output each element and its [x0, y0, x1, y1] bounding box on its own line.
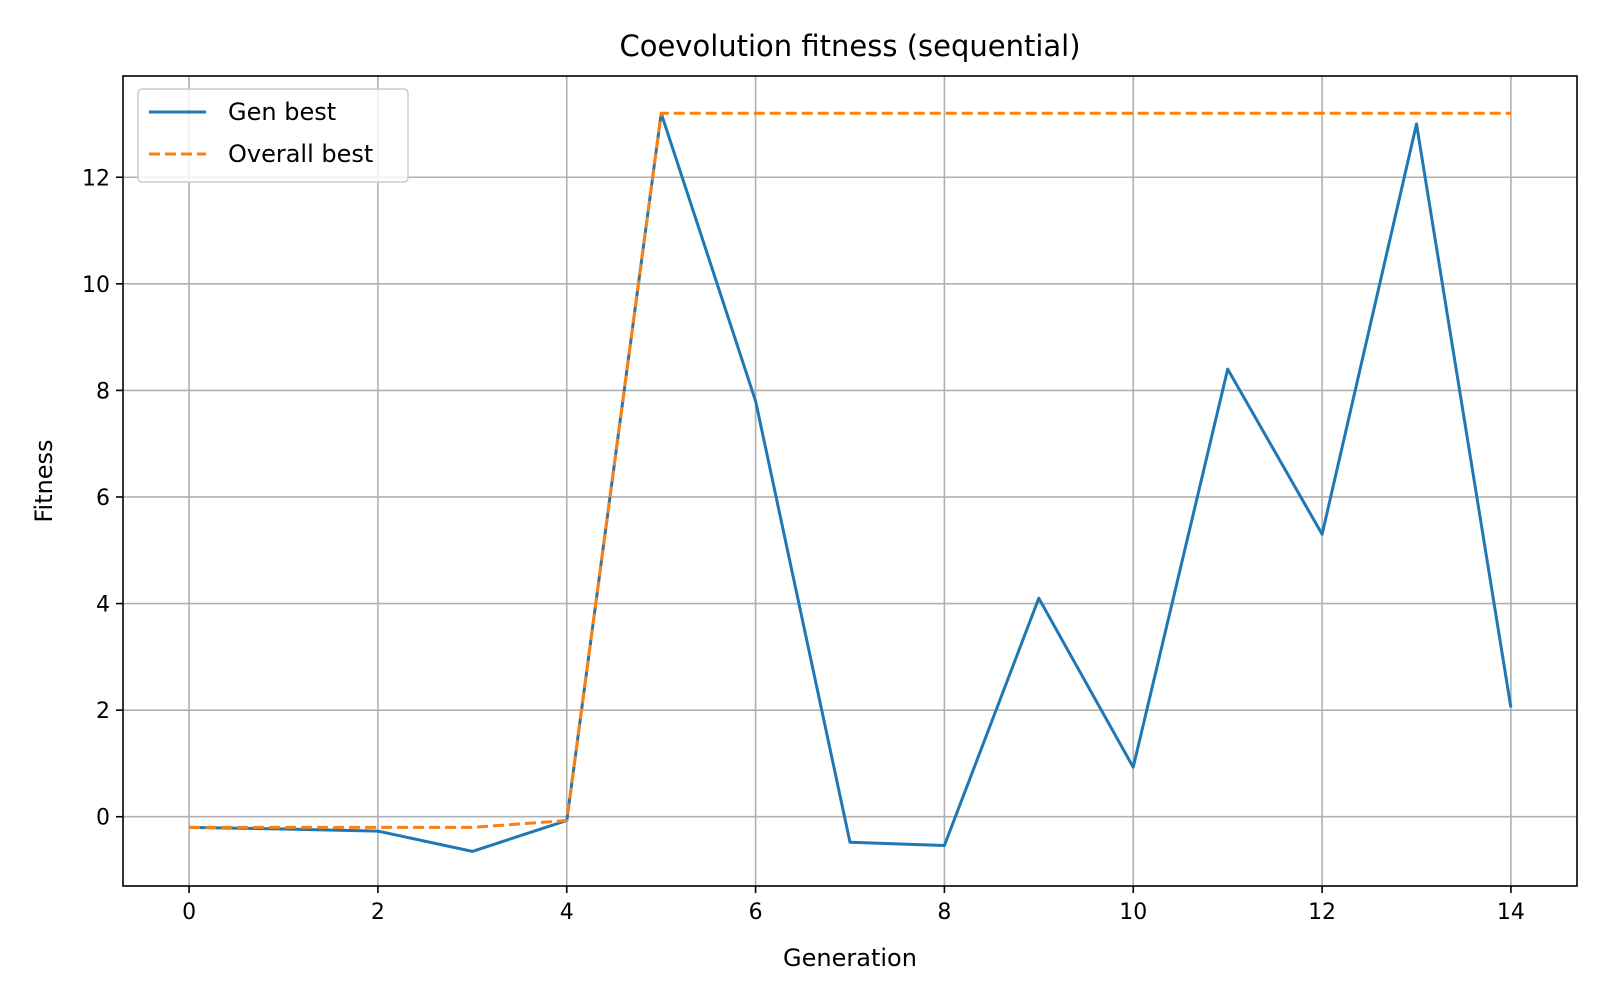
legend-label-gen-best: Gen best: [228, 98, 336, 126]
x-axis-ticks: 0 2 4 6 8 10 12 14: [182, 886, 1525, 925]
series-line-overall-best: [189, 111, 1511, 829]
legend: Gen best Overall best: [137, 88, 409, 183]
series-line-gen-best: [189, 111, 1513, 853]
legend-label-overall-best: Overall best: [228, 140, 373, 168]
y-tick-label: 10: [82, 273, 110, 298]
y-tick-label: 2: [96, 699, 110, 724]
x-tick-label: 14: [1497, 900, 1525, 925]
x-tick-label: 6: [749, 900, 763, 925]
y-tick-label: 0: [96, 806, 110, 831]
x-tick-label: 12: [1308, 900, 1336, 925]
grid-lines: [123, 76, 1577, 886]
plot-frame: [122, 75, 1578, 887]
y-tick-label: 4: [96, 593, 110, 618]
x-tick-label: 4: [560, 900, 574, 925]
y-axis-label: Fitness: [30, 439, 58, 522]
x-tick-label: 8: [937, 900, 951, 925]
chart-title: Coevolution fitness (sequential): [619, 29, 1080, 63]
series-lines: [189, 111, 1513, 853]
y-tick-label: 12: [82, 166, 110, 191]
y-tick-label: 8: [96, 379, 110, 404]
y-axis-ticks: 0 2 4 6 8 10 12: [82, 166, 123, 831]
x-axis-label: Generation: [783, 944, 917, 972]
x-tick-label: 0: [182, 900, 196, 925]
x-tick-label: 10: [1119, 900, 1147, 925]
x-tick-label: 2: [371, 900, 385, 925]
y-tick-label: 6: [96, 486, 110, 511]
